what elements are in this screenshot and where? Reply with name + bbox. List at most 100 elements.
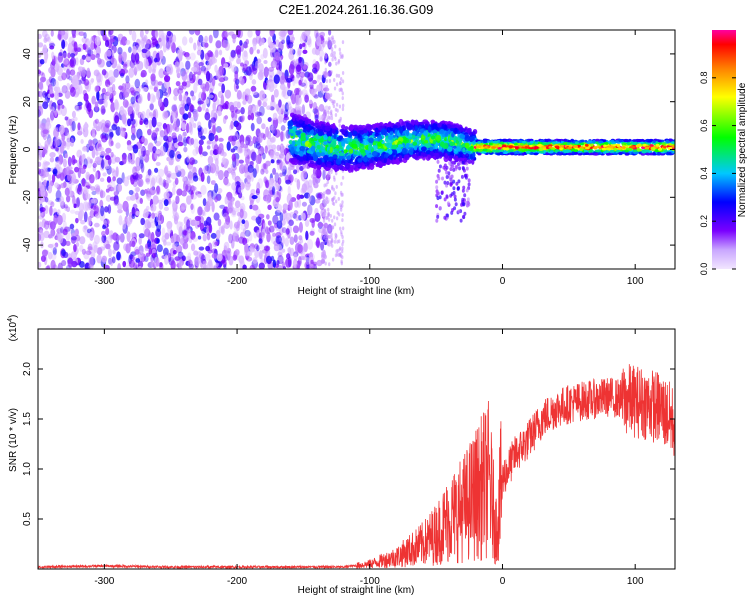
spectrogram-cell-noise [174, 256, 181, 261]
spectrogram-cell-noise [278, 99, 282, 108]
spectrogram-cell-noise [99, 177, 105, 183]
spectrogram-cell-noise [322, 249, 326, 259]
spectrogram-cell-noise [324, 190, 328, 195]
spectrogram-cell-noise [218, 49, 223, 56]
spectrogram-cell-noise [139, 120, 143, 125]
spectrogram-cell-noise [173, 215, 179, 225]
spectrogram-cell-noise [84, 38, 91, 49]
spectrogram-cell-noise [110, 151, 114, 158]
spectrogram-cell-noise [268, 75, 273, 82]
spectrogram-cell-tail [465, 161, 469, 166]
spectrogram-cell-noise [237, 211, 241, 217]
spectrogram-cell-noise [172, 249, 177, 255]
spectrogram-cell-tail [454, 202, 458, 207]
spectrogram-cell-signal [353, 150, 358, 155]
spectrogram-cell-noise [154, 167, 159, 173]
spectrogram-cell-noise [42, 129, 49, 135]
spectrogram-cell-noise [330, 113, 333, 118]
spectrogram-cell-signal [420, 146, 427, 152]
spectrogram-cell-noise [250, 112, 255, 121]
spectrogram-cell-noise [295, 214, 300, 222]
spectrogram-cell-noise [326, 172, 329, 177]
spectrogram-cell-noise [150, 73, 156, 82]
spectrogram-cell-noise [174, 61, 180, 70]
spectrogram-cell-noise [327, 72, 330, 77]
spectrogram-cell-noise [210, 109, 215, 118]
spectrogram-cell-noise [306, 238, 314, 250]
spectrogram-cell-noise [324, 71, 327, 76]
spectrogram-cell-noise [39, 203, 43, 214]
spectrogram-cell-noise [341, 242, 344, 247]
spectrogram-cell-noise [267, 67, 275, 72]
spectrogram-cell-noise [64, 187, 70, 197]
spectrogram-cell-noise [149, 102, 154, 110]
spectrogram-cell-noise [65, 240, 71, 246]
spectrogram-cell-noise [249, 204, 253, 210]
spectrogram-cell-signal [433, 152, 439, 157]
spectrogram-cell-noise [47, 137, 53, 147]
spectrogram-cell-noise [233, 145, 239, 151]
spectrogram-cell-noise [330, 109, 333, 114]
spectrogram-cell-noise [134, 78, 141, 89]
spectrogram-cell-noise [293, 253, 298, 261]
spectrogram-cell-noise [242, 163, 248, 173]
spectrogram-cell-noise [151, 116, 157, 128]
spectrogram-cell-signal [414, 119, 419, 126]
spectrogram-cell-noise [182, 51, 186, 56]
spectrogram-cell-signal [464, 142, 470, 149]
spectrogram-cell-noise [49, 100, 54, 110]
spectrogram-cell-noise [338, 212, 341, 217]
spectrogram-cell-signal [468, 136, 475, 142]
spectrogram-cell-noise [316, 84, 322, 92]
spectrogram-cell-noise [163, 97, 169, 108]
spectrogram-cell-tail [467, 178, 471, 183]
spectrogram-cell-noise [93, 222, 100, 228]
spectrogram-cell-noise [66, 82, 71, 91]
spectrogram-cell-noise [134, 45, 140, 54]
spectrogram-cell-signal [350, 166, 354, 172]
spectrogram-cell-noise [163, 191, 170, 200]
spectrogram-cell-noise [214, 241, 220, 246]
spectrogram-cell-noise [268, 69, 275, 78]
spectrogram-cell-signal [291, 140, 296, 147]
spectrogram-cell-noise [59, 124, 65, 135]
spectrogram-cell-noise [198, 34, 204, 43]
spectrogram-cell-noise [81, 54, 87, 60]
spectrogram-cell-noise [98, 146, 104, 152]
spectrogram-cell-signal [361, 125, 366, 129]
spectrogram-cell-noise [70, 52, 76, 58]
spectrogram-cell-noise [314, 212, 321, 222]
spectrogram-cell-signal [472, 130, 476, 135]
spectrogram-cell-noise [341, 255, 344, 260]
spectrogram-cell-noise [278, 60, 283, 72]
spectrogram-cell-noise [65, 139, 71, 150]
spectrogram-cell-noise [140, 111, 146, 120]
spectrogram-cell-noise [53, 214, 58, 226]
spectrogram-cell-noise [334, 44, 337, 49]
spectrogram-cell-noise [56, 209, 61, 216]
spectrogram-cell-noise [79, 236, 86, 245]
spectrogram-cell-signal [380, 125, 385, 129]
spectrogram-cell-noise [43, 169, 50, 178]
spectrogram-cell-noise [125, 243, 131, 254]
spectrogram-cell-signal [351, 143, 358, 149]
spectrogram-cell-tail [461, 188, 465, 193]
spectrogram-cell-noise [47, 243, 54, 249]
spectrogram-cell-noise [295, 65, 302, 75]
spectrogram-cell-noise [325, 79, 329, 84]
spectrogram-cell-noise [76, 196, 80, 208]
spectrogram-cell-noise [171, 123, 177, 132]
spectrogram-cell-signal [449, 155, 454, 159]
spectrogram-cell-noise [190, 243, 196, 252]
spectrogram-cell-noise [198, 144, 203, 155]
spectrogram-cell-noise [235, 122, 242, 131]
spectrogram-cell-noise [276, 106, 282, 115]
spectrogram-cell-noise [45, 265, 50, 269]
spectrogram-cell-noise [156, 186, 160, 192]
spectrogram-cell-signal [335, 144, 339, 149]
spectrogram-cell-noise [296, 193, 301, 200]
spectrogram-cell-noise [55, 61, 61, 69]
spectrogram-cell-noise [163, 75, 171, 83]
spectrogram-cell-noise [255, 154, 261, 165]
spectrogram-cell-noise [100, 159, 105, 169]
